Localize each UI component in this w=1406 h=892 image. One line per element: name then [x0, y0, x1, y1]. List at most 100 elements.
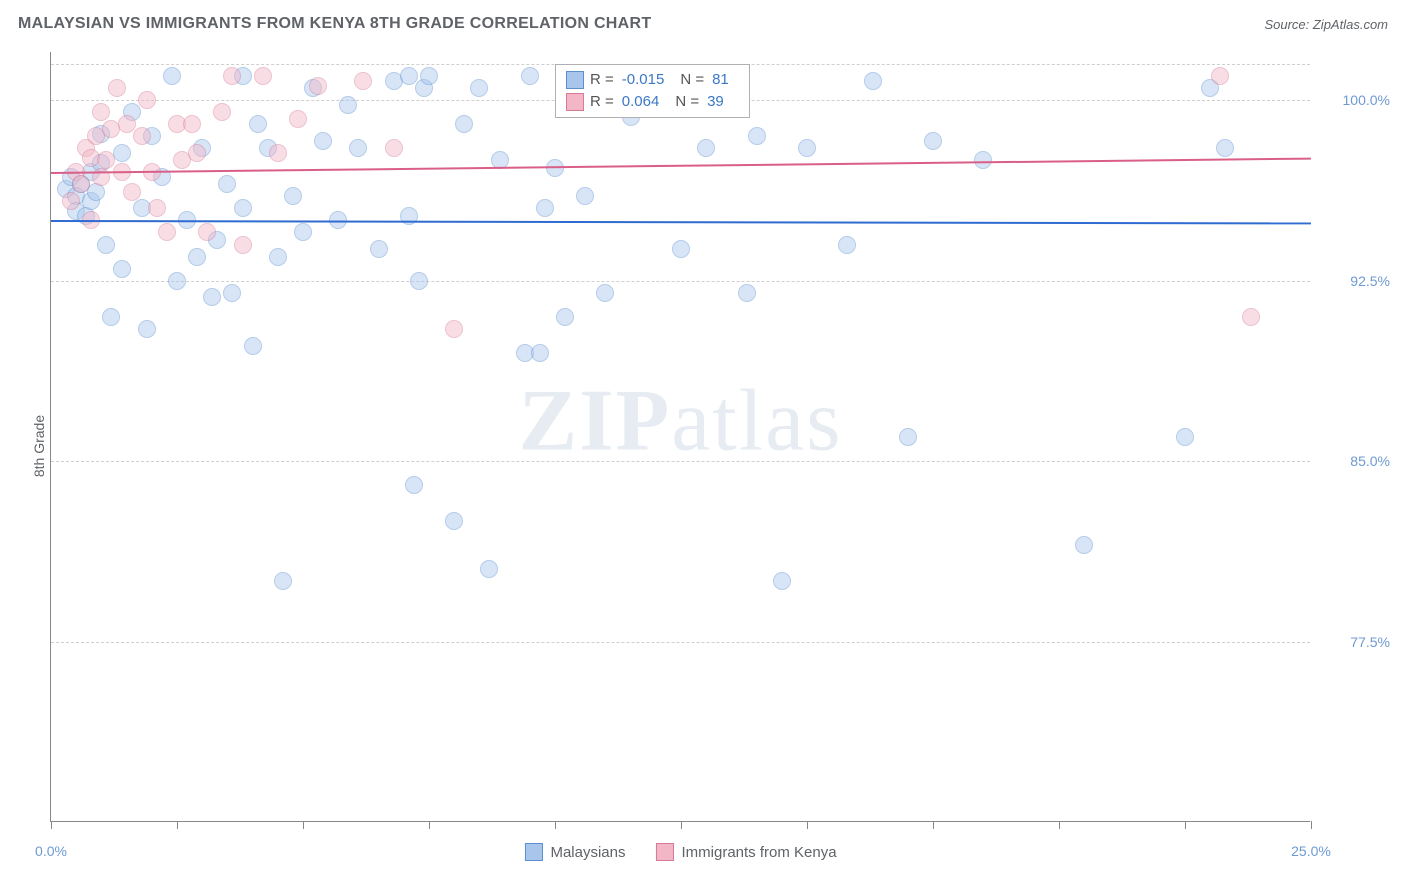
scatter-point [748, 127, 766, 145]
scatter-point [536, 199, 554, 217]
y-tick-label: 92.5% [1320, 273, 1390, 289]
scatter-point [223, 67, 241, 85]
scatter-point [168, 272, 186, 290]
scatter-point [1075, 536, 1093, 554]
scatter-point [445, 320, 463, 338]
scatter-point [108, 79, 126, 97]
scatter-point [274, 572, 292, 590]
scatter-point [138, 91, 156, 109]
x-tick [303, 821, 304, 829]
scatter-point [203, 288, 221, 306]
legend-label: Immigrants from Kenya [681, 844, 836, 861]
scatter-point [420, 67, 438, 85]
scatter-point [864, 72, 882, 90]
scatter-point [234, 236, 252, 254]
scatter-point [1216, 139, 1234, 157]
scatter-point [1176, 428, 1194, 446]
scatter-point [385, 139, 403, 157]
scatter-point [1211, 67, 1229, 85]
scatter-point [531, 344, 549, 362]
legend-swatch [566, 93, 584, 111]
x-tick-label: 25.0% [1291, 843, 1331, 859]
scatter-point [113, 260, 131, 278]
regression-line [51, 220, 1311, 224]
scatter-point [521, 67, 539, 85]
scatter-point [62, 192, 80, 210]
scatter-point [405, 476, 423, 494]
x-tick [681, 821, 682, 829]
x-tick [807, 821, 808, 829]
scatter-point [899, 428, 917, 446]
x-tick [1059, 821, 1060, 829]
scatter-point [309, 77, 327, 95]
legend-item: Malaysians [524, 843, 625, 861]
x-tick [1311, 821, 1312, 829]
scatter-point [370, 240, 388, 258]
scatter-point [133, 127, 151, 145]
scatter-point [924, 132, 942, 150]
scatter-point [672, 240, 690, 258]
scatter-point [97, 236, 115, 254]
scatter-point [188, 144, 206, 162]
scatter-point [218, 175, 236, 193]
scatter-point [556, 308, 574, 326]
scatter-point [284, 187, 302, 205]
x-tick [177, 821, 178, 829]
scatter-point [354, 72, 372, 90]
scatter-point [480, 560, 498, 578]
scatter-point [773, 572, 791, 590]
legend-swatch [566, 71, 584, 89]
scatter-point [294, 223, 312, 241]
legend-row: R =0.064N =39 [566, 91, 739, 113]
scatter-point [72, 175, 90, 193]
scatter-point [249, 115, 267, 133]
scatter-point [223, 284, 241, 302]
legend-label: Malaysians [550, 844, 625, 861]
scatter-point [213, 103, 231, 121]
scatter-point [198, 223, 216, 241]
x-tick [1185, 821, 1186, 829]
correlation-legend: R =-0.015N =81R =0.064N =39 [555, 64, 750, 118]
scatter-point [798, 139, 816, 157]
watermark: ZIPatlas [519, 371, 843, 472]
scatter-point [138, 320, 156, 338]
scatter-point [455, 115, 473, 133]
regression-line [51, 158, 1311, 174]
series-legend: Malaysians Immigrants from Kenya [524, 843, 836, 861]
x-tick [555, 821, 556, 829]
title-bar: MALAYSIAN VS IMMIGRANTS FROM KENYA 8TH G… [18, 15, 1388, 33]
scatter-point [269, 144, 287, 162]
x-tick [429, 821, 430, 829]
scatter-point [400, 67, 418, 85]
plot-area: ZIPatlas R =-0.015N =81R =0.064N =39 Mal… [50, 52, 1310, 822]
scatter-point [576, 187, 594, 205]
scatter-point [838, 236, 856, 254]
source-label: Source: ZipAtlas.com [1264, 17, 1388, 32]
y-axis-label: 8th Grade [31, 415, 47, 477]
scatter-point [188, 248, 206, 266]
y-tick-label: 100.0% [1320, 92, 1390, 108]
scatter-point [97, 151, 115, 169]
scatter-point [738, 284, 756, 302]
chart-title: MALAYSIAN VS IMMIGRANTS FROM KENYA 8TH G… [18, 15, 651, 33]
scatter-point [349, 139, 367, 157]
scatter-point [92, 103, 110, 121]
legend-swatch [524, 843, 542, 861]
scatter-point [697, 139, 715, 157]
legend-row: R =-0.015N =81 [566, 69, 739, 91]
y-tick-label: 85.0% [1320, 453, 1390, 469]
scatter-point [1242, 308, 1260, 326]
gridline [51, 281, 1310, 282]
scatter-point [254, 67, 272, 85]
x-tick [933, 821, 934, 829]
gridline [51, 461, 1310, 462]
scatter-point [244, 337, 262, 355]
scatter-point [183, 115, 201, 133]
scatter-point [234, 199, 252, 217]
scatter-point [163, 67, 181, 85]
scatter-point [339, 96, 357, 114]
x-tick-label: 0.0% [35, 843, 67, 859]
scatter-point [269, 248, 287, 266]
scatter-point [314, 132, 332, 150]
y-tick-label: 77.5% [1320, 634, 1390, 650]
